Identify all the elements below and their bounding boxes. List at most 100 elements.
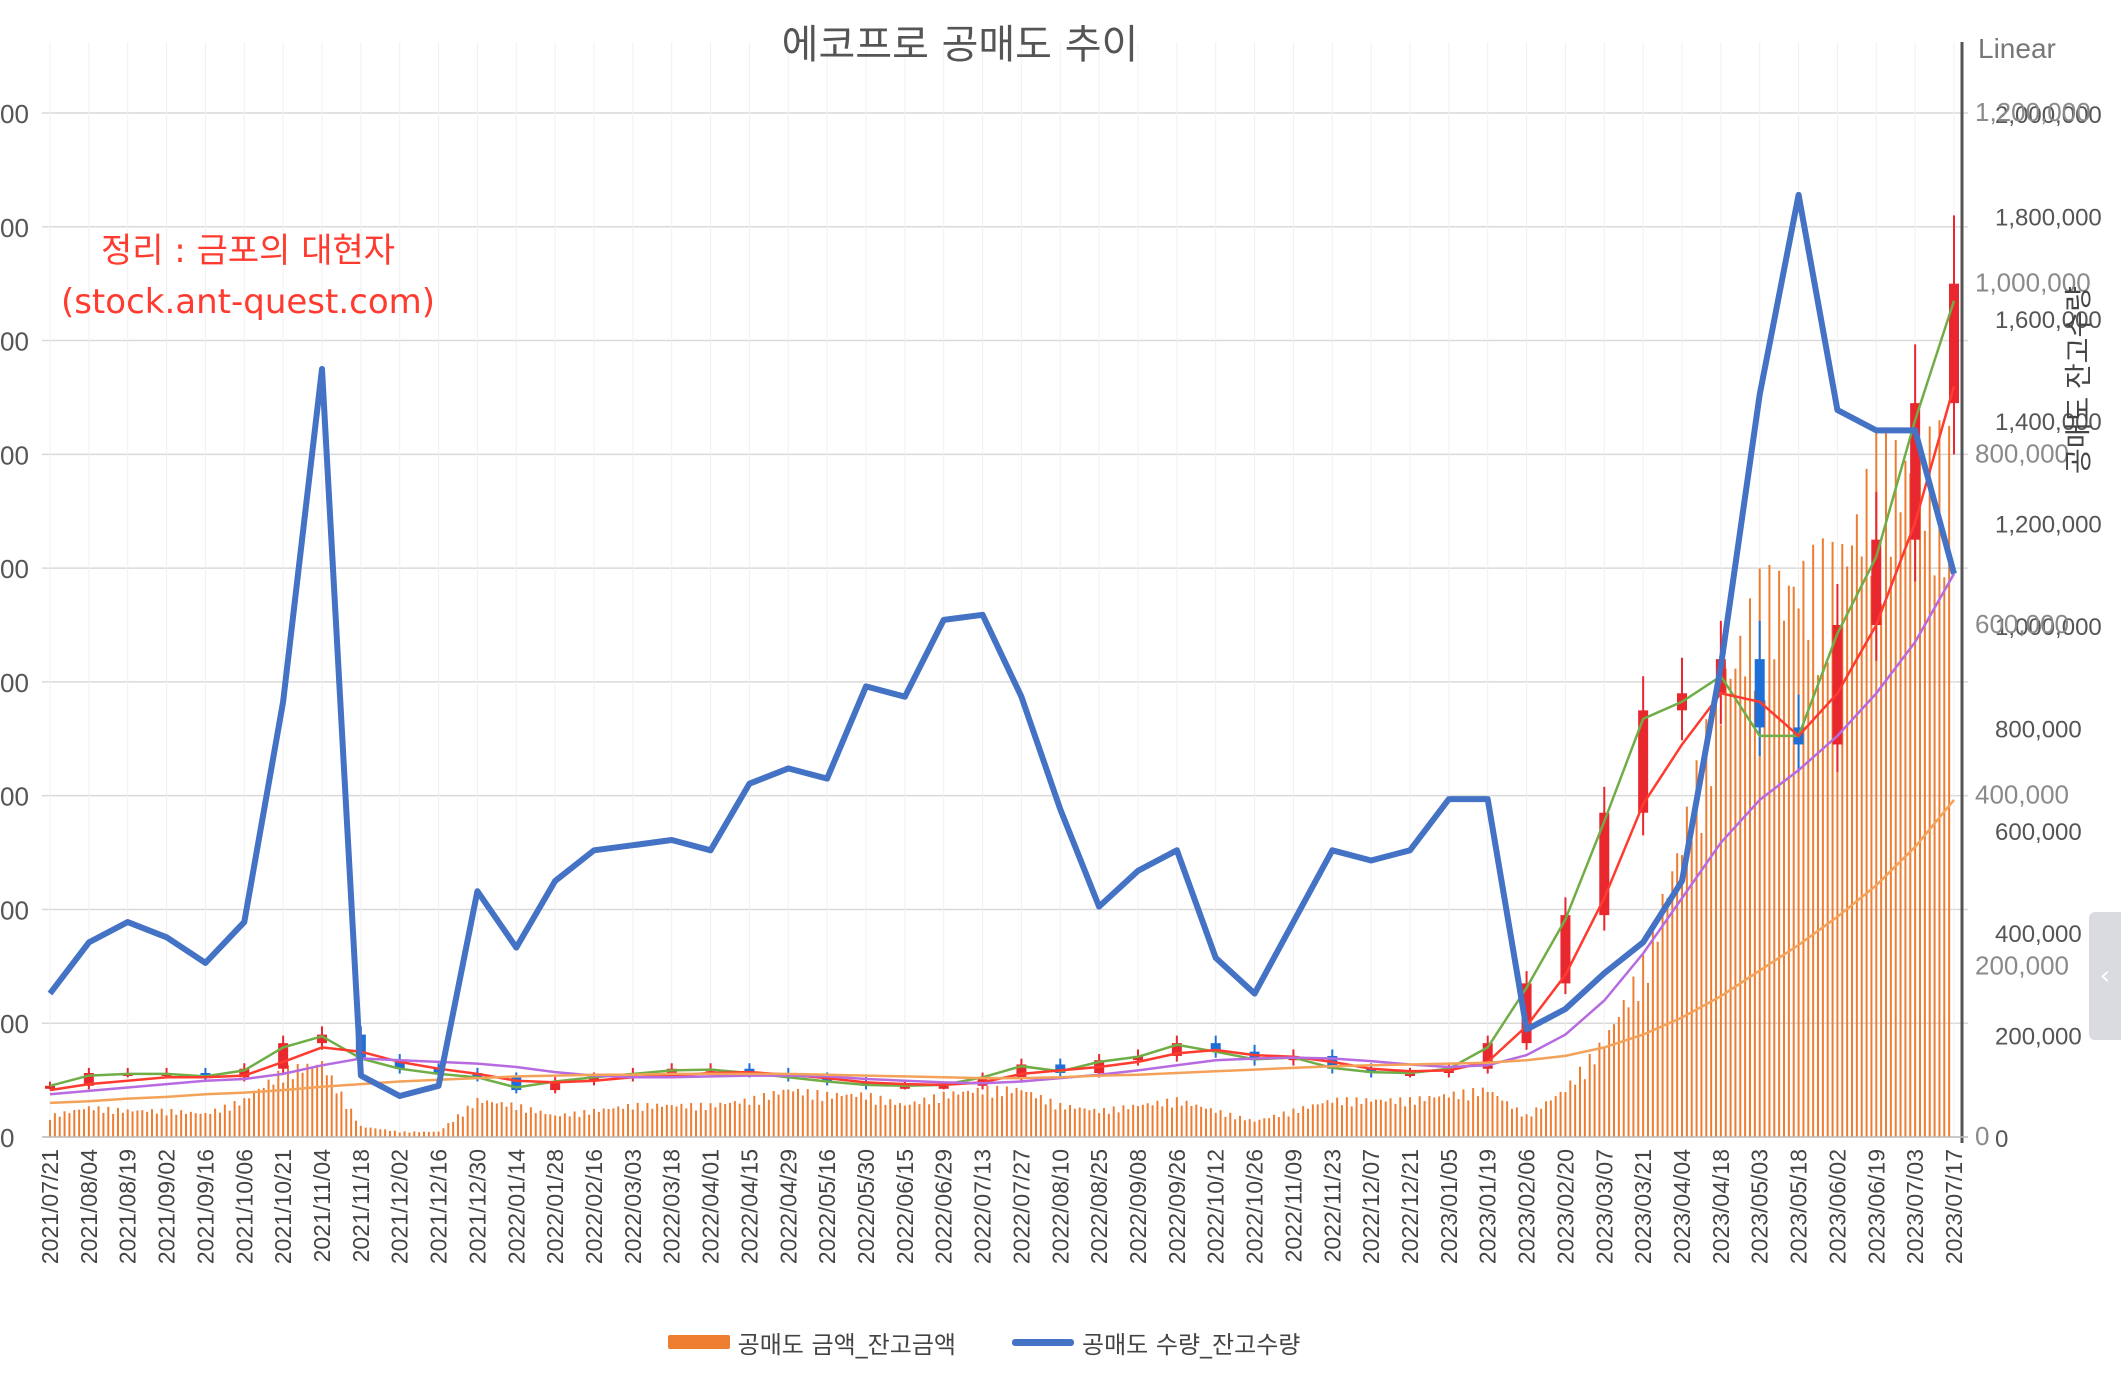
right-tick-label: 800,000: [1995, 716, 2082, 743]
x-tick-label: 2022/02/16: [581, 1149, 607, 1264]
amount-bar: [539, 1110, 542, 1137]
amount-bar: [248, 1098, 251, 1137]
amount-bar: [1345, 1097, 1348, 1137]
amount-bar: [83, 1109, 85, 1137]
amount-bar: [1117, 1112, 1120, 1137]
legend-swatch-bar: [667, 1335, 730, 1349]
amount-bar: [447, 1123, 450, 1137]
amount-bar: [384, 1129, 387, 1137]
amount-bar: [1622, 1000, 1625, 1137]
amount-bar: [554, 1115, 557, 1137]
amount-bar: [1778, 570, 1781, 1137]
amount-bar: [461, 1116, 464, 1137]
amount-bar: [107, 1106, 110, 1137]
amount-bar: [1277, 1117, 1280, 1137]
amount-bar: [296, 1063, 299, 1137]
amount-bar: [1802, 560, 1805, 1137]
amount-bar: [1841, 544, 1844, 1137]
amount-bar: [1239, 1115, 1241, 1137]
left-tick-label: 00: [0, 1009, 29, 1039]
x-tick-label: 2023/02/20: [1552, 1149, 1578, 1264]
amount-bar: [738, 1103, 741, 1137]
left-tick-label: 0: [0, 1123, 14, 1153]
amount-bar: [1404, 1106, 1407, 1137]
chevron-left-icon: ‹: [2099, 961, 2111, 991]
legend-item-amount[interactable]: 공매도 금액_잔고금액: [667, 1325, 956, 1360]
amount-bar: [1851, 545, 1853, 1137]
amount-bar: [1535, 1107, 1538, 1137]
amount-bar: [1161, 1106, 1164, 1137]
amount-bar: [607, 1109, 610, 1137]
amount-bar: [1355, 1097, 1358, 1137]
amount-bar: [1185, 1100, 1188, 1137]
candle-body: [1016, 1064, 1027, 1078]
amount-bar: [1443, 1094, 1445, 1137]
amount-bar: [889, 1099, 892, 1137]
amount-bar: [661, 1106, 663, 1137]
amount-bar: [403, 1131, 406, 1137]
candle-body: [550, 1081, 561, 1091]
amount-bar: [1224, 1116, 1227, 1137]
amount-bar: [374, 1128, 377, 1137]
amount-bar: [1855, 514, 1858, 1137]
right-axis-title: 공매도 잔고수량: [2063, 286, 2094, 474]
amount-bar: [1481, 1087, 1484, 1137]
x-tick-label: 2022/01/14: [503, 1149, 529, 1264]
amount-bar: [1889, 556, 1892, 1137]
amount-bar: [1569, 1080, 1572, 1137]
amount-bar: [1472, 1088, 1475, 1137]
x-tick-label: 2022/04/29: [775, 1149, 801, 1264]
amount-bar: [811, 1099, 814, 1137]
amount-bar: [1413, 1104, 1416, 1137]
amount-bar: [1695, 760, 1698, 1137]
amount-bar: [1783, 620, 1785, 1137]
amount-bar: [1613, 1024, 1615, 1137]
amount-bar: [1919, 444, 1921, 1137]
amount-bar: [690, 1103, 693, 1137]
amount-bar: [1477, 1096, 1479, 1137]
amount-bar: [1243, 1120, 1246, 1137]
x-tick-label: 2022/06/15: [892, 1149, 918, 1264]
amount-bar: [976, 1087, 979, 1137]
amount-bar: [1384, 1101, 1387, 1137]
amount-bar: [588, 1114, 591, 1137]
amount-bar: [452, 1121, 455, 1137]
amount-bar: [53, 1113, 56, 1137]
amount-bar: [1180, 1105, 1183, 1137]
amount-bar: [1710, 786, 1713, 1137]
legend-item-quantity[interactable]: 공매도 수량_잔고수량: [1012, 1325, 1300, 1360]
x-tick-label: 2022/12/07: [1358, 1149, 1384, 1264]
amount-bar: [1894, 440, 1897, 1137]
amount-bar: [1608, 1030, 1611, 1137]
amount-bar: [175, 1114, 178, 1137]
amount-bar: [97, 1106, 100, 1137]
price-tick-label: 200,000: [1975, 950, 2069, 980]
amount-bar: [282, 1082, 285, 1137]
amount-bar: [1656, 941, 1659, 1137]
amount-bar: [1899, 512, 1902, 1137]
amount-bar: [471, 1108, 474, 1137]
amount-bar: [826, 1091, 829, 1137]
amount-bar: [1792, 586, 1795, 1137]
amount-bar: [860, 1092, 863, 1137]
amount-bar: [937, 1103, 940, 1137]
amount-bar: [1156, 1100, 1159, 1137]
candle-body: [317, 1034, 327, 1044]
amount-bar: [1768, 564, 1771, 1137]
candle-body: [1599, 812, 1610, 916]
amount-bar: [1496, 1095, 1499, 1137]
amount-bar: [1559, 1091, 1562, 1137]
amount-bar: [1530, 1116, 1533, 1137]
side-panel-toggle[interactable]: ‹: [2089, 912, 2121, 1040]
amount-bar: [1583, 1079, 1586, 1137]
amount-bar: [423, 1131, 425, 1137]
amount-bar: [1545, 1101, 1547, 1137]
amount-bar: [1292, 1108, 1295, 1137]
amount-bar: [1549, 1100, 1552, 1137]
amount-bar: [1078, 1107, 1081, 1137]
short-balance-quantity-line: [47, 191, 1957, 1099]
amount-bar: [733, 1101, 736, 1137]
amount-bar: [131, 1111, 134, 1137]
amount-bar: [1171, 1107, 1173, 1137]
amount-bar: [1933, 575, 1936, 1137]
